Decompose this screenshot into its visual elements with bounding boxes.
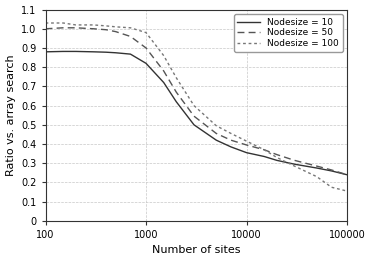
Nodesize = 50 [61, 26, 65, 29]
Nodesize = 100 [315, 175, 319, 178]
Nodesize = 10 [104, 51, 108, 54]
Nodesize = 50 [161, 69, 166, 73]
Nodesize = 10 [292, 163, 297, 166]
Nodesize = 100 [345, 189, 349, 193]
Nodesize = 50 [43, 27, 48, 30]
Y-axis label: Ratio vs. array search: Ratio vs. array search [6, 54, 16, 176]
Nodesize = 10 [61, 50, 65, 53]
Nodesize = 10 [128, 52, 133, 56]
Nodesize = 100 [229, 132, 233, 135]
Nodesize = 10 [114, 51, 118, 54]
Nodesize = 50 [192, 115, 196, 118]
Nodesize = 50 [114, 30, 118, 33]
Nodesize = 100 [174, 76, 178, 79]
Nodesize = 100 [262, 148, 266, 151]
Nodesize = 100 [61, 21, 65, 25]
Nodesize = 50 [214, 132, 219, 135]
Nodesize = 100 [192, 104, 196, 107]
Nodesize = 50 [128, 35, 133, 38]
Nodesize = 50 [262, 148, 266, 151]
Nodesize = 10 [91, 50, 96, 54]
Line: Nodesize = 10: Nodesize = 10 [46, 51, 347, 175]
Nodesize = 50 [73, 26, 78, 29]
Nodesize = 100 [292, 164, 297, 168]
Nodesize = 10 [43, 50, 48, 54]
Line: Nodesize = 100: Nodesize = 100 [46, 23, 347, 191]
Nodesize = 100 [244, 140, 249, 143]
Nodesize = 50 [275, 153, 279, 156]
Nodesize = 10 [144, 62, 148, 65]
Nodesize = 10 [229, 145, 233, 149]
Nodesize = 100 [275, 156, 279, 159]
Nodesize = 10 [275, 159, 279, 162]
Nodesize = 10 [345, 173, 349, 176]
Line: Nodesize = 50: Nodesize = 50 [46, 28, 347, 175]
Nodesize = 50 [104, 28, 108, 31]
Nodesize = 10 [73, 50, 78, 53]
Nodesize = 10 [262, 155, 266, 158]
Nodesize = 100 [329, 186, 334, 189]
Nodesize = 10 [192, 123, 196, 126]
Nodesize = 10 [214, 139, 219, 142]
Nodesize = 50 [144, 46, 148, 50]
Nodesize = 50 [174, 91, 178, 94]
Nodesize = 10 [161, 81, 166, 84]
Nodesize = 50 [315, 164, 319, 168]
Nodesize = 100 [114, 25, 118, 28]
Nodesize = 100 [214, 124, 219, 127]
Nodesize = 50 [292, 159, 297, 162]
Nodesize = 100 [144, 31, 148, 34]
Nodesize = 100 [104, 24, 108, 27]
Nodesize = 100 [161, 54, 166, 57]
Nodesize = 10 [244, 151, 249, 154]
Nodesize = 100 [91, 23, 96, 26]
Nodesize = 50 [244, 143, 249, 146]
Nodesize = 50 [345, 173, 349, 176]
Nodesize = 50 [329, 168, 334, 171]
Legend: Nodesize = 10, Nodesize = 50, Nodesize = 100: Nodesize = 10, Nodesize = 50, Nodesize =… [234, 14, 342, 52]
Nodesize = 10 [174, 100, 178, 103]
Nodesize = 10 [329, 169, 334, 173]
Nodesize = 50 [91, 27, 96, 30]
Nodesize = 100 [43, 21, 48, 25]
X-axis label: Number of sites: Number of sites [152, 245, 240, 256]
Nodesize = 100 [128, 26, 133, 29]
Nodesize = 50 [229, 139, 233, 142]
Nodesize = 100 [73, 23, 78, 26]
Nodesize = 10 [315, 167, 319, 170]
